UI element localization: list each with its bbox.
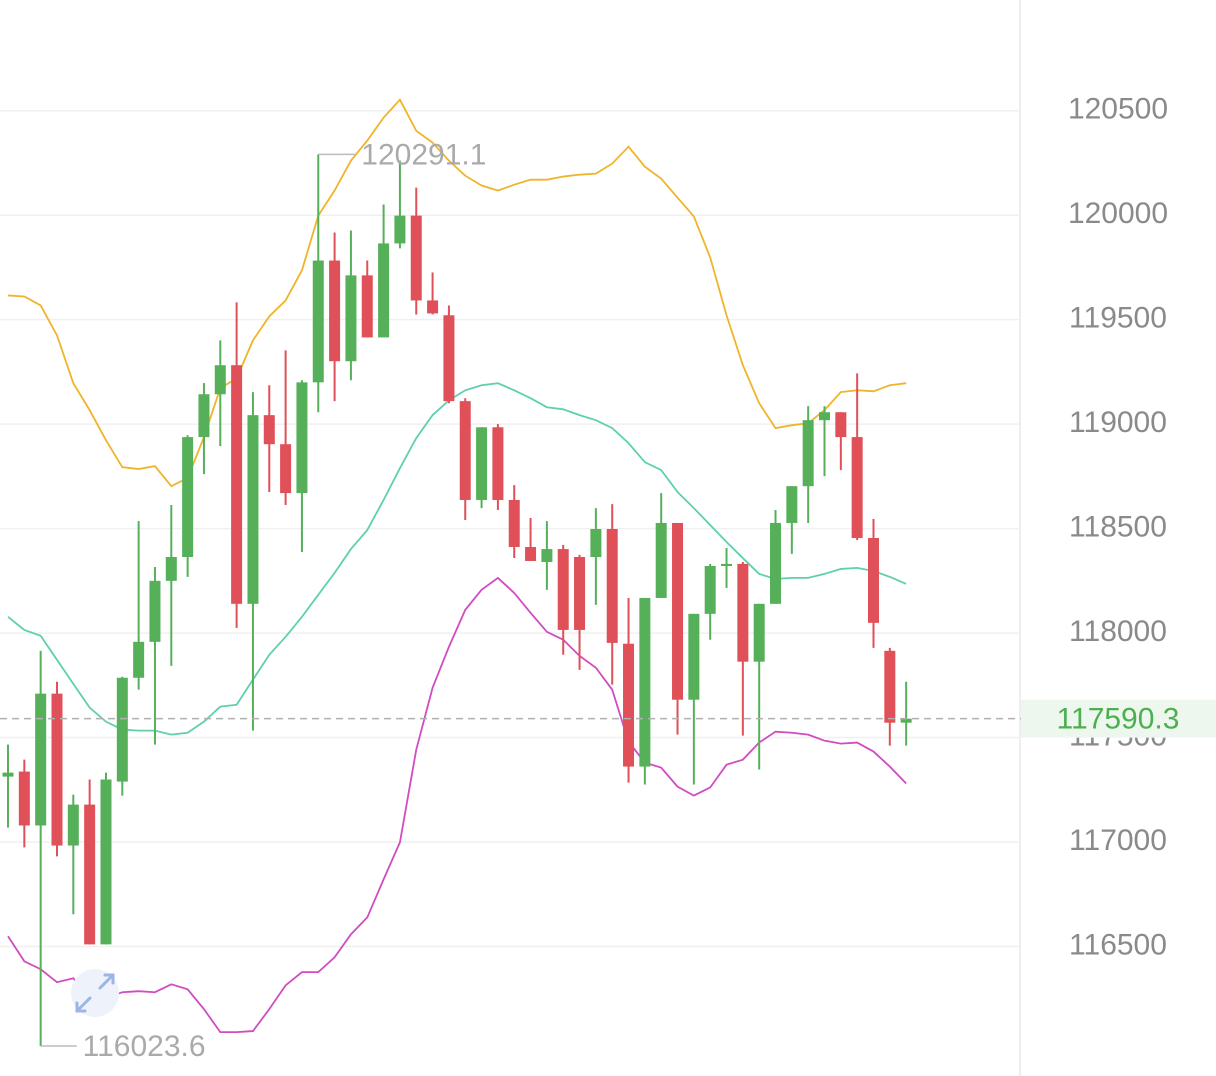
candle-body: [198, 394, 210, 438]
last-price-label: 117590.3: [1057, 703, 1180, 736]
low-label: 116023.6: [83, 1030, 206, 1063]
candle-body: [672, 522, 684, 700]
y-tick-label: 117000: [1069, 824, 1167, 857]
candle-body: [165, 557, 177, 581]
candle-body: [231, 365, 243, 604]
candle-body: [133, 641, 145, 678]
candle-body: [835, 412, 847, 438]
candle-body: [345, 275, 357, 362]
candle-body: [182, 437, 194, 558]
candle-body: [819, 412, 830, 421]
candle-body: [247, 415, 259, 604]
candle-body: [18, 771, 30, 826]
candle-body: [590, 529, 602, 558]
candle-body: [280, 444, 292, 494]
band-line: [7, 98, 907, 488]
candle-body: [459, 401, 471, 500]
candle-body: [443, 315, 455, 402]
candle-body: [476, 427, 488, 500]
last-price-tag: [1021, 699, 1216, 738]
candle-body: [704, 565, 716, 614]
candle-body: [378, 243, 390, 338]
candle-body: [2, 772, 14, 777]
candle-body: [770, 522, 782, 604]
candle-body: [67, 804, 79, 846]
y-tick-label: 118000: [1069, 615, 1167, 648]
labels: 1165001170001175001180001185001190001195…: [0, 93, 1216, 1063]
candle-body: [786, 486, 798, 523]
candle-body: [688, 613, 700, 700]
candle-body: [116, 677, 128, 782]
y-tick-label: 118500: [1069, 511, 1167, 544]
candle-body: [721, 563, 733, 566]
y-tick-label: 116500: [1069, 928, 1167, 961]
candle-body: [606, 529, 618, 643]
candle-body: [900, 718, 912, 723]
candle-body: [851, 437, 863, 538]
candle-body: [214, 365, 226, 395]
y-tick-label: 120000: [1068, 197, 1168, 230]
candle-body: [100, 779, 112, 945]
candle-body: [312, 260, 324, 383]
candle-body: [427, 300, 439, 314]
candle-body: [541, 549, 553, 563]
candle-body: [655, 522, 667, 598]
candle-body: [753, 603, 765, 662]
band-line: [7, 576, 907, 1034]
candle-body: [84, 804, 96, 945]
bands: [7, 98, 907, 1034]
candle-body: [802, 420, 814, 487]
candle-body: [867, 538, 879, 623]
candle-body: [394, 215, 406, 244]
candle-body: [737, 563, 749, 662]
candle-body: [35, 693, 47, 826]
y-tick-label: 119000: [1069, 406, 1167, 439]
high-label: 120291.1: [361, 138, 486, 171]
candle-body: [296, 382, 308, 494]
candle-body: [51, 693, 63, 846]
zoom-icon[interactable]: [75, 973, 115, 1013]
y-tick-label: 119500: [1069, 302, 1167, 335]
candle-body: [623, 643, 635, 767]
candle-body: [361, 275, 373, 338]
candle-body: [525, 546, 537, 561]
candle-body: [574, 557, 586, 630]
zoom-button[interactable]: [71, 969, 119, 1017]
candle-body: [329, 260, 341, 362]
y-tick-label: 120500: [1068, 93, 1168, 126]
candles: [2, 154, 912, 1046]
band-line: [7, 382, 907, 736]
candle-body: [508, 499, 520, 547]
candle-body: [884, 650, 896, 723]
candle-body: [557, 549, 569, 630]
candle-body: [149, 580, 161, 642]
candle-body: [639, 597, 651, 767]
candle-body: [410, 215, 422, 301]
candle-body: [263, 415, 275, 445]
candle-body: [492, 427, 504, 500]
